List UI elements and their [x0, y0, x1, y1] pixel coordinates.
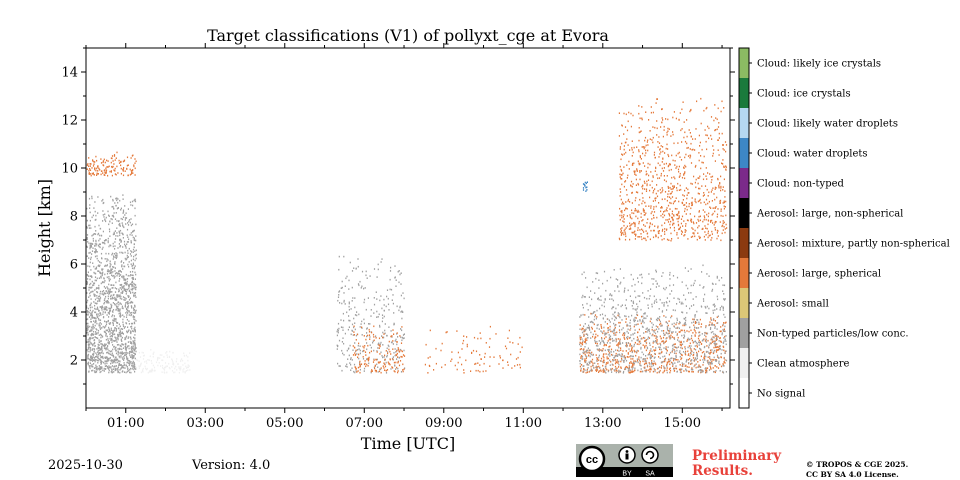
legend-label: Clean atmosphere — [757, 359, 850, 370]
preliminary-notice: Preliminary Results. — [692, 449, 781, 479]
class-region-3 — [86, 151, 137, 177]
x-tick-label: 05:00 — [266, 416, 303, 431]
class-region-2 — [135, 349, 191, 374]
legend-swatch — [739, 108, 749, 138]
legend-swatch — [739, 378, 749, 408]
copyright-notice: © TROPOS & CGE 2025. CC BY SA 4.0 Licens… — [806, 460, 908, 480]
chart-title: Target classifications (V1) of pollyxt_c… — [207, 26, 609, 45]
class-region-8 — [579, 264, 728, 374]
preliminary-line-1: Preliminary — [692, 448, 782, 464]
x-tick-label: 15:00 — [664, 416, 701, 431]
copyright-line-1: © TROPOS & CGE 2025. — [806, 460, 909, 469]
legend-label: Cloud: likely water droplets — [757, 119, 898, 130]
by-text: BY — [622, 471, 632, 478]
copyright-line-2: CC BY SA 4.0 License. — [806, 470, 899, 479]
x-tick-label: 13:00 — [584, 416, 621, 431]
x-axis-label: Time [UTC] — [361, 434, 455, 453]
cc-text: cc — [586, 454, 598, 466]
x-tick-label: 03:00 — [187, 416, 224, 431]
y-tick-label: 8 — [70, 210, 78, 225]
y-axis-label: Height [km] — [35, 179, 54, 277]
legend-label: No signal — [757, 389, 805, 400]
preliminary-line-2: Results. — [692, 463, 753, 479]
x-tick-label: 09:00 — [425, 416, 462, 431]
legend-label: Non-typed particles/low conc. — [757, 329, 909, 340]
y-tick-label: 4 — [70, 306, 78, 321]
legend-label: Cloud: likely ice crystals — [757, 59, 881, 70]
legend-swatch — [739, 258, 749, 288]
legend-swatch — [739, 138, 749, 168]
heatmap-layer — [86, 97, 728, 374]
x-tick-label: 07:00 — [346, 416, 383, 431]
legend-label: Aerosol: mixture, partly non-spherical — [756, 239, 950, 250]
class-colorbar: No signal Clean atmosphere Non-typed parti… — [738, 47, 950, 409]
legend-swatch — [739, 318, 749, 348]
legend-label: Cloud: non-typed — [757, 179, 845, 190]
y-tick-label: 2 — [70, 354, 78, 369]
legend-swatch — [739, 168, 749, 198]
date-label: 2025-10-30 — [48, 458, 123, 473]
class-region-4 — [336, 255, 406, 374]
x-tick-label: 01:00 — [107, 416, 144, 431]
legend-label: Cloud: ice crystals — [757, 89, 851, 100]
legend-label: Aerosol: large, spherical — [756, 269, 881, 280]
class-region-10 — [582, 181, 588, 192]
sa-text: SA — [645, 471, 655, 478]
legend-label: Cloud: water droplets — [757, 149, 868, 160]
legend-label: Aerosol: small — [756, 299, 829, 310]
y-tick-label: 10 — [61, 162, 78, 177]
legend-swatch — [739, 288, 749, 318]
legend-swatch — [739, 48, 749, 78]
plot-frame — [85, 47, 731, 409]
legend-swatch — [739, 78, 749, 108]
class-region-1 — [86, 194, 137, 374]
y-tick-label: 14 — [61, 66, 78, 81]
cc-license-badge: cc BY SA — [576, 444, 673, 477]
colorbar-frame — [738, 47, 750, 409]
legend-swatch — [739, 228, 749, 258]
legend-label: Aerosol: large, non-spherical — [756, 209, 903, 220]
sa-icon — [641, 446, 659, 464]
class-region-6 — [424, 325, 523, 374]
class-region-5 — [352, 325, 406, 374]
class-region-7 — [579, 312, 727, 374]
class-region-9 — [618, 97, 728, 242]
legend-swatch — [739, 348, 749, 378]
legend-swatch — [739, 198, 749, 228]
x-tick-label: 11:00 — [505, 416, 542, 431]
y-tick-label: 6 — [70, 258, 78, 273]
version-label: Version: 4.0 — [192, 458, 271, 473]
axes: 01:00 03:00 05:00 07:00 09:00 11:00 13:00 15:00… — [61, 43, 735, 431]
y-tick-label: 12 — [61, 114, 78, 129]
